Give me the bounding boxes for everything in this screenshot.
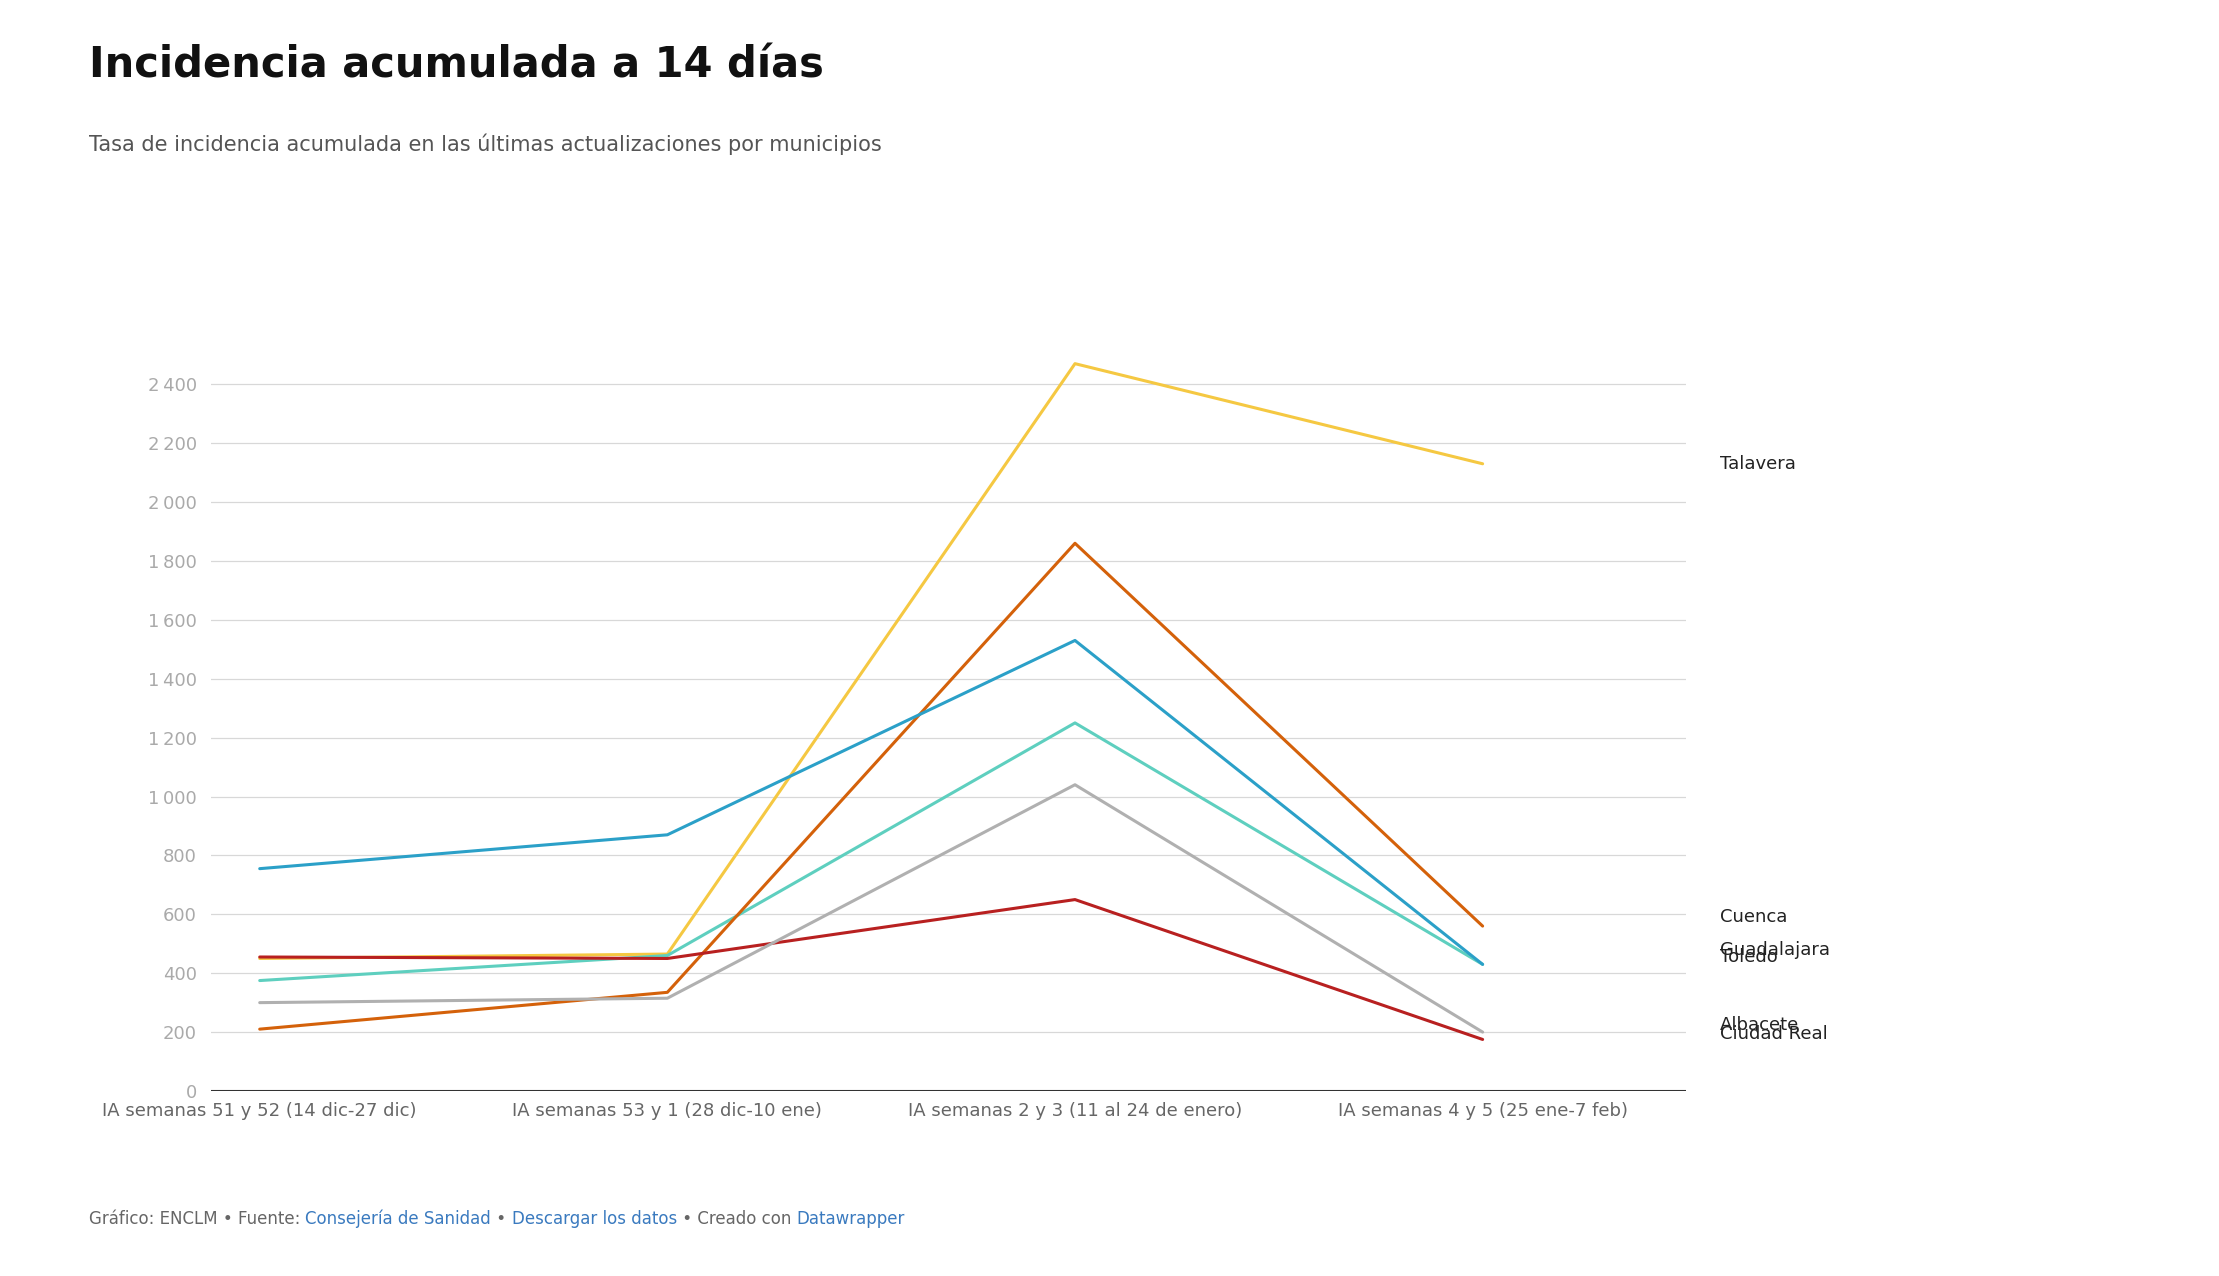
- Text: •: •: [490, 1210, 513, 1228]
- Text: Incidencia acumulada a 14 días: Incidencia acumulada a 14 días: [89, 45, 823, 87]
- Text: Ciudad Real: Ciudad Real: [1720, 1025, 1828, 1042]
- Text: Gráfico: ENCLM • Fuente:: Gráfico: ENCLM • Fuente:: [89, 1210, 306, 1228]
- Text: Datawrapper: Datawrapper: [797, 1210, 905, 1228]
- Text: Albacete: Albacete: [1720, 1016, 1800, 1034]
- Text: Toledo: Toledo: [1720, 948, 1777, 966]
- Text: Cuenca: Cuenca: [1720, 909, 1786, 926]
- Text: Guadalajara: Guadalajara: [1720, 940, 1831, 958]
- Text: Consejería de Sanidad: Consejería de Sanidad: [306, 1210, 490, 1228]
- Text: • Creado con: • Creado con: [677, 1210, 797, 1228]
- Text: Talavera: Talavera: [1720, 454, 1795, 473]
- Text: Descargar los datos: Descargar los datos: [513, 1210, 677, 1228]
- Text: Tasa de incidencia acumulada en las últimas actualizaciones por municipios: Tasa de incidencia acumulada en las últi…: [89, 134, 881, 156]
